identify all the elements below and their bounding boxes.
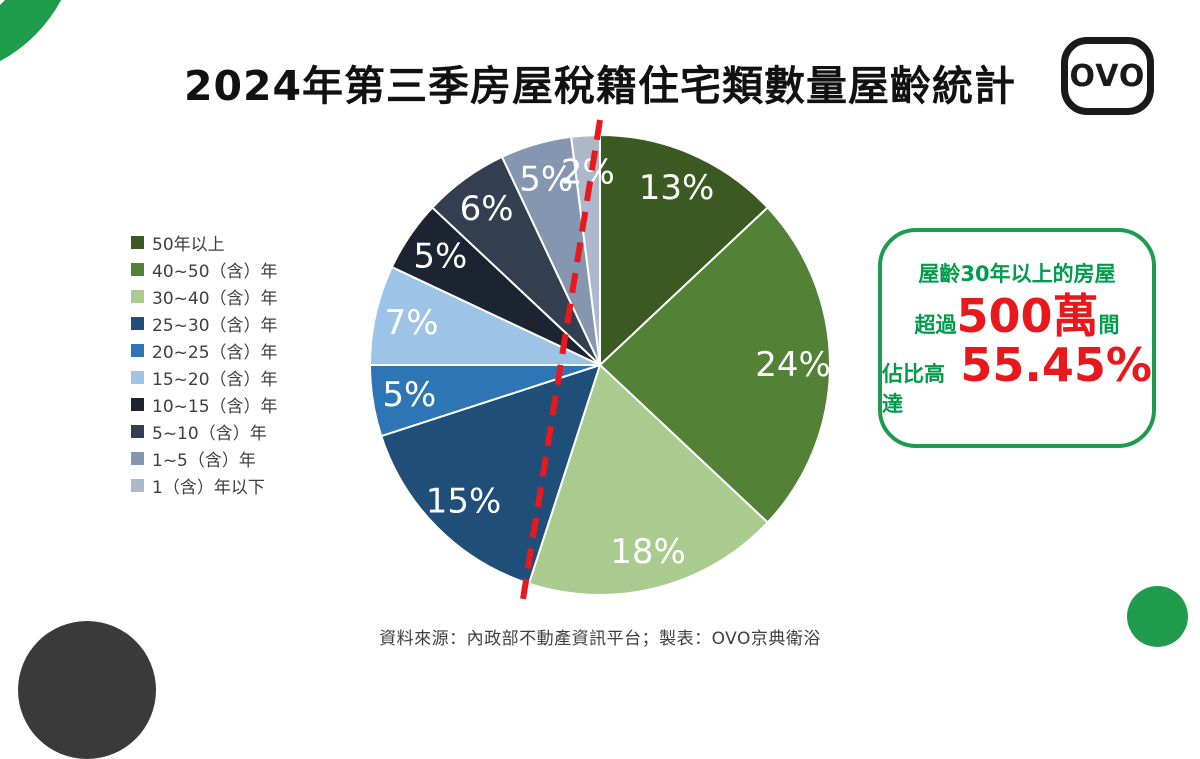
legend-swatch xyxy=(131,236,144,249)
legend-swatch xyxy=(131,398,144,411)
pie-chart-container: 13% 24% 18% 15% 5% 7% 5% 6% 5% 2% xyxy=(340,105,860,625)
legend-label: 10~15（含）年 xyxy=(152,397,278,417)
pie-slice-label: 5% xyxy=(519,160,573,200)
legend-item: 25~30（含）年 xyxy=(131,310,278,337)
source-note: 資料來源：內政部不動產資訊平台；製表：OVO京典衛浴 xyxy=(379,629,821,649)
legend-item: 1（含）年以下 xyxy=(131,472,278,499)
callout-heading: 屋齡30年以上的房屋 xyxy=(918,262,1116,287)
callout-count-suffix: 間 xyxy=(1098,313,1120,338)
legend-label: 1~5（含）年 xyxy=(152,451,256,471)
legend-swatch xyxy=(131,263,144,276)
legend-item: 10~15（含）年 xyxy=(131,391,278,418)
legend-swatch xyxy=(131,371,144,384)
pie-slice xyxy=(599,134,769,366)
legend-swatch xyxy=(131,479,144,492)
ovo-logo: OVO xyxy=(1061,37,1154,115)
pie-slice xyxy=(369,266,601,366)
legend-item: 20~25（含）年 xyxy=(131,337,278,364)
legend-item: 5~10（含）年 xyxy=(131,418,278,445)
legend: 50年以上 40~50（含）年 30~40（含）年 25~30（含）年 20~25（含）… xyxy=(131,229,278,499)
legend-label: 30~40（含）年 xyxy=(152,289,278,309)
pie-slice-label: 15% xyxy=(426,482,502,522)
legend-swatch xyxy=(131,452,144,465)
pie-slice xyxy=(380,364,601,585)
legend-label: 15~20（含）年 xyxy=(152,370,278,390)
legend-label: 40~50（含）年 xyxy=(152,262,278,282)
pie-slice-label: 7% xyxy=(385,303,439,343)
legend-item: 15~20（含）年 xyxy=(131,364,278,391)
pie-chart: 13%24%18%15%5%7%5%6%5%2% xyxy=(369,119,832,606)
legend-swatch xyxy=(131,344,144,357)
callout-count-prefix: 超過 xyxy=(914,313,957,338)
legend-item: 50年以上 xyxy=(131,229,278,256)
legend-swatch xyxy=(131,425,144,438)
legend-label: 5~10（含）年 xyxy=(152,424,267,444)
pie-slice-label: 24% xyxy=(755,345,831,385)
pie-slice-label: 6% xyxy=(460,189,514,229)
pie-slice-label: 13% xyxy=(639,168,715,208)
legend-label: 1（含）年以下 xyxy=(152,478,265,498)
red-divider-line xyxy=(519,119,603,606)
green-circle-decoration xyxy=(1127,586,1188,647)
callout-count-value: 500萬 xyxy=(956,289,1099,344)
legend-swatch xyxy=(131,317,144,330)
legend-item: 40~50（含）年 xyxy=(131,256,278,283)
legend-label: 50年以上 xyxy=(152,235,225,255)
pie-slice-label: 18% xyxy=(610,532,686,572)
callout-ratio-value: 55.45% xyxy=(960,337,1152,392)
legend-label: 25~30（含）年 xyxy=(152,316,278,336)
pie-slice-label: 5% xyxy=(413,237,467,277)
legend-item: 1~5（含）年 xyxy=(131,445,278,472)
pie-slice xyxy=(599,206,832,524)
callout-ratio-prefix: 佔比高達 xyxy=(882,361,945,416)
legend-item: 30~40（含）年 xyxy=(131,283,278,310)
page-title: 2024年第三季房屋稅籍住宅類數量屋齡統計 xyxy=(183,62,1017,110)
pie-slice-label: 5% xyxy=(382,375,436,415)
pie-slice xyxy=(527,364,769,596)
legend-label: 20~25（含）年 xyxy=(152,343,278,363)
callout-box: 屋齡30年以上的房屋 超過 500萬 間 佔比高達 55.45% xyxy=(878,228,1156,448)
legend-swatch xyxy=(131,290,144,303)
ovo-logo-text: OVO xyxy=(1069,58,1146,94)
